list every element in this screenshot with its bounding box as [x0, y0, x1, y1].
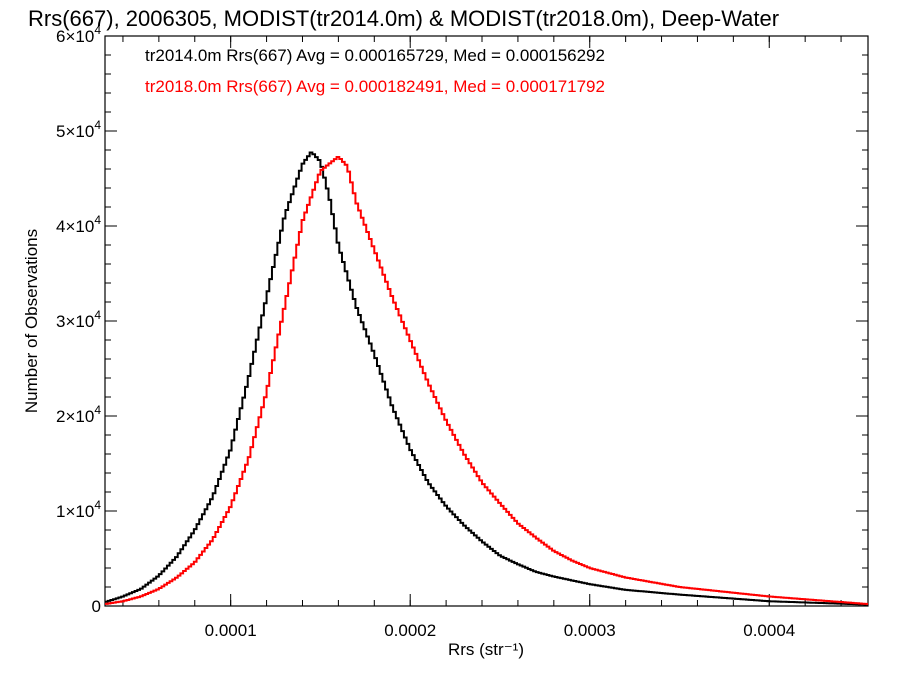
y-tick-label: 5×104: [56, 118, 101, 141]
x-tick-label: 0.0004: [743, 621, 795, 640]
y-axis-label: Number of Observations: [22, 229, 41, 413]
y-axis: 0 1×104 2×104 3×104 4×104 5×104 6×104: [56, 23, 868, 616]
x-axis-label: Rrs (str⁻¹): [448, 640, 524, 659]
y-tick-label: 6×104: [56, 23, 101, 46]
y-tick-label: 2×104: [56, 403, 101, 426]
plot-frame: [104, 35, 869, 607]
series-tr2014-line: [105, 151, 869, 606]
series-layer: [105, 151, 869, 606]
x-tick-label: 0.0003: [564, 621, 616, 640]
x-tick-label: 0.0002: [384, 621, 436, 640]
x-tick-label: 0.0001: [205, 621, 257, 640]
y-tick-label: 4×104: [56, 213, 101, 236]
y-tick-label: 0: [92, 597, 101, 616]
y-tick-label: 3×104: [56, 308, 101, 331]
x-axis: 0.0001 0.0002 0.0003 0.0004: [122, 36, 842, 640]
y-tick-label: 1×104: [56, 498, 101, 521]
chart-title: Rrs(667), 2006305, MODIST(tr2014.0m) & M…: [28, 6, 779, 31]
legend-entry-red: tr2018.0m Rrs(667) Avg = 0.000182491, Me…: [145, 77, 605, 96]
series-tr2018-line: [105, 156, 869, 606]
legend-entry-black: tr2014.0m Rrs(667) Avg = 0.000165729, Me…: [145, 46, 605, 65]
